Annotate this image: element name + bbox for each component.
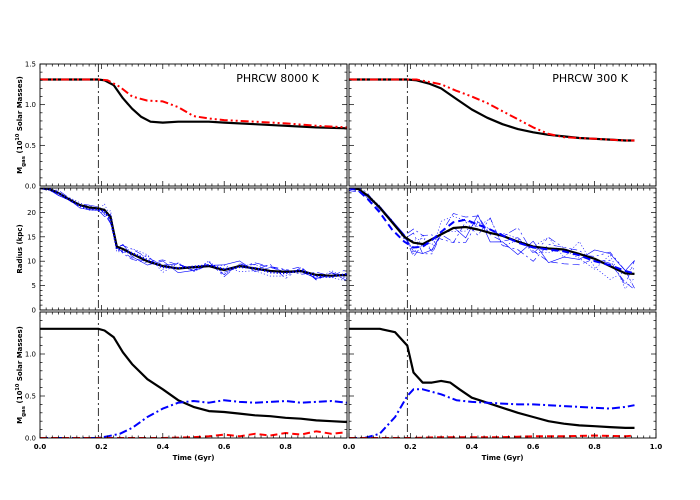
axes-frame xyxy=(348,311,657,439)
series-line-1 xyxy=(40,188,347,278)
y-axis-label-part: 10 xyxy=(15,133,21,140)
plot-area xyxy=(349,188,635,310)
x-tick-label: 0.0 xyxy=(343,443,356,451)
y-tick-label: 0.5 xyxy=(25,393,36,401)
series-line-1 xyxy=(349,78,635,142)
plot-area xyxy=(349,312,635,438)
y-tick-label: 20 xyxy=(27,209,36,217)
series-line-1 xyxy=(349,388,635,438)
tracer-line xyxy=(43,188,347,281)
y-tick-label: 0.0 xyxy=(25,183,36,191)
x-axis-label: Time (Gyr) xyxy=(173,454,215,462)
tracer-line xyxy=(353,188,635,290)
y-tick-label: 15 xyxy=(27,233,36,241)
series-line-2 xyxy=(40,430,347,438)
x-axis-label: Time (Gyr) xyxy=(482,454,524,462)
x-tick-label: 1.0 xyxy=(650,443,663,451)
panel-top-left: 0.0 0.5 1.0 1.5 Mgas (1010 Solar Masses) PHRC… xyxy=(15,61,348,191)
y-tick-label: 5 xyxy=(32,282,36,290)
y-axis-label-part: (10 xyxy=(16,390,24,406)
y-axis-label-part: (10 xyxy=(16,140,24,156)
tracer-line xyxy=(40,188,347,277)
y-axis-label-part: gas xyxy=(21,405,27,417)
axes-frame xyxy=(348,187,657,311)
tracer-line xyxy=(359,188,635,272)
tracer-line xyxy=(349,188,635,286)
plot-area xyxy=(40,312,347,438)
panel-title: PHRCW 8000 K xyxy=(236,72,320,85)
plot-area xyxy=(40,64,347,186)
panel-middle-right xyxy=(348,187,657,311)
panel-bottom-left: 0.0 0.5 1.0 0.0 0.2 0.4 0.6 0.8 Time (Gyr) Mgas (… xyxy=(15,311,348,462)
y-tick-label: 1.5 xyxy=(25,61,36,69)
series-line-1 xyxy=(40,399,347,438)
y-tick-label: 10 xyxy=(27,258,36,266)
panel-bottom-right: 0.0 0.2 0.4 0.6 0.8 1.0 Time (Gyr) xyxy=(343,311,663,462)
series-line-2 xyxy=(349,434,635,438)
y-tick-label: 1.0 xyxy=(25,101,36,109)
x-tick-label: 0.4 xyxy=(157,443,170,451)
series-line-0 xyxy=(349,188,635,275)
tracer-line xyxy=(40,188,347,280)
tracer-line xyxy=(349,188,635,280)
plot-area xyxy=(40,188,347,310)
series-line-0 xyxy=(349,327,635,429)
y-axis-label-part: Solar Masses) xyxy=(16,76,24,133)
x-tick-label: 0.8 xyxy=(279,443,292,451)
tracer-line xyxy=(44,188,347,282)
y-tick-label: 0 xyxy=(32,307,36,315)
x-tick-label: 0.2 xyxy=(95,443,108,451)
y-axis-label: Mgas (1010 Solar Masses) xyxy=(15,76,27,174)
y-tick-label: 0.5 xyxy=(25,142,36,150)
plot-area xyxy=(349,64,635,186)
panel-top-right: PHRCW 300 K xyxy=(348,63,657,187)
x-tick-label: 0.0 xyxy=(34,443,47,451)
x-tick-label: 0.8 xyxy=(588,443,601,451)
y-axis-label-part: 10 xyxy=(15,383,21,390)
y-tick-label: 1.0 xyxy=(25,351,36,359)
y-axis-label-part: gas xyxy=(21,155,27,167)
y-axis-label-part: Solar Masses) xyxy=(16,326,24,383)
tracer-line xyxy=(40,188,347,279)
x-tick-label: 0.4 xyxy=(466,443,479,451)
x-tick-label: 0.6 xyxy=(527,443,540,451)
y-tick-label: 0.0 xyxy=(25,435,36,443)
series-line-1 xyxy=(40,78,347,129)
series-line-0 xyxy=(40,188,347,277)
y-axis-label: Radius (kpc) xyxy=(16,224,24,273)
y-axis-label: Mgas (1010 Solar Masses) xyxy=(15,326,27,424)
x-tick-label: 0.6 xyxy=(218,443,231,451)
series-line-0 xyxy=(349,78,635,142)
panel-title: PHRCW 300 K xyxy=(552,72,629,85)
series-line-0 xyxy=(40,327,347,424)
series-line-1 xyxy=(349,188,635,275)
x-tick-label: 0.2 xyxy=(404,443,417,451)
y-axis-label-part: M xyxy=(16,167,24,174)
tracer-line xyxy=(349,188,635,289)
y-axis-label-part: M xyxy=(16,417,24,424)
series-line-0 xyxy=(40,78,347,130)
tracer-line xyxy=(349,190,635,290)
